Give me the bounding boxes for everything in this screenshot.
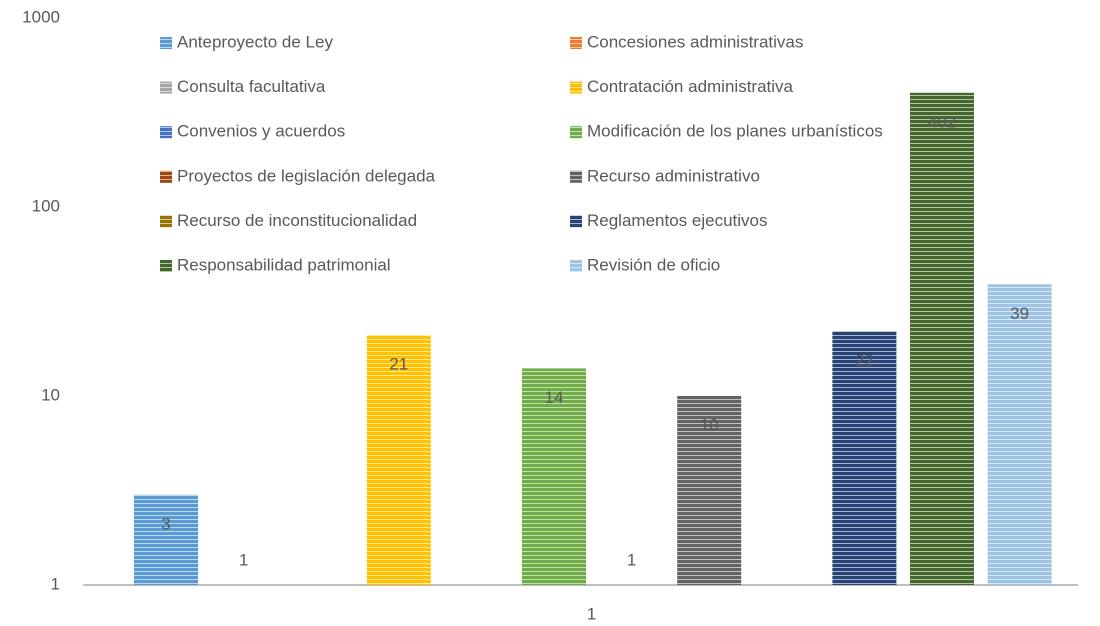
data-label: 14 xyxy=(545,388,564,407)
legend-swatch xyxy=(160,126,172,139)
data-label: 1 xyxy=(239,550,248,569)
data-label: 1 xyxy=(627,550,636,569)
bar xyxy=(832,331,897,585)
bar xyxy=(134,494,198,585)
legend-swatch xyxy=(160,170,172,183)
legend-swatch xyxy=(160,37,172,49)
legend-label: Contratación administrativa xyxy=(587,77,794,96)
legend-swatch xyxy=(570,170,582,183)
x-tick-label: 1 xyxy=(587,604,596,623)
legend-label: Revisión de oficio xyxy=(587,255,720,274)
y-tick-label: 10 xyxy=(41,385,60,404)
bar xyxy=(677,396,742,585)
legend-label: Recurso administrativo xyxy=(587,166,760,185)
legend-label: Concesiones administrativas xyxy=(587,32,803,51)
y-tick-label: 100 xyxy=(32,196,60,215)
bar xyxy=(987,284,1052,585)
bar xyxy=(910,92,974,586)
data-label: 3 xyxy=(161,514,170,533)
legend-swatch xyxy=(570,215,582,228)
legend-swatch xyxy=(570,37,582,49)
data-label: 39 xyxy=(1010,304,1029,323)
legend-swatch xyxy=(570,260,582,272)
legend-label: Responsabilidad patrimonial xyxy=(177,255,391,274)
data-label: 10 xyxy=(700,415,719,434)
data-label: 21 xyxy=(389,355,408,374)
legend-label: Convenios y acuerdos xyxy=(177,122,345,141)
legend-swatch xyxy=(160,215,172,228)
y-tick-label: 1000 xyxy=(22,7,60,26)
legend-swatch xyxy=(570,126,582,139)
legend-label: Proyectos de legislación delegada xyxy=(177,166,436,185)
bar xyxy=(522,368,586,585)
bar xyxy=(366,335,431,585)
legend-label: Recurso de inconstitucionalidad xyxy=(177,211,417,230)
legend-swatch xyxy=(160,260,172,272)
data-label: 402 xyxy=(928,112,956,131)
legend-label: Anteproyecto de Ley xyxy=(177,32,333,51)
legend-swatch xyxy=(570,81,582,94)
legend-label: Modificación de los planes urbanísticos xyxy=(587,122,883,141)
legend-swatch xyxy=(160,81,172,94)
y-tick-label: 1 xyxy=(51,574,60,593)
legend-label: Consulta facultativa xyxy=(177,77,326,96)
data-label: 22 xyxy=(855,351,874,370)
legend-label: Reglamentos ejecutivos xyxy=(587,211,767,230)
